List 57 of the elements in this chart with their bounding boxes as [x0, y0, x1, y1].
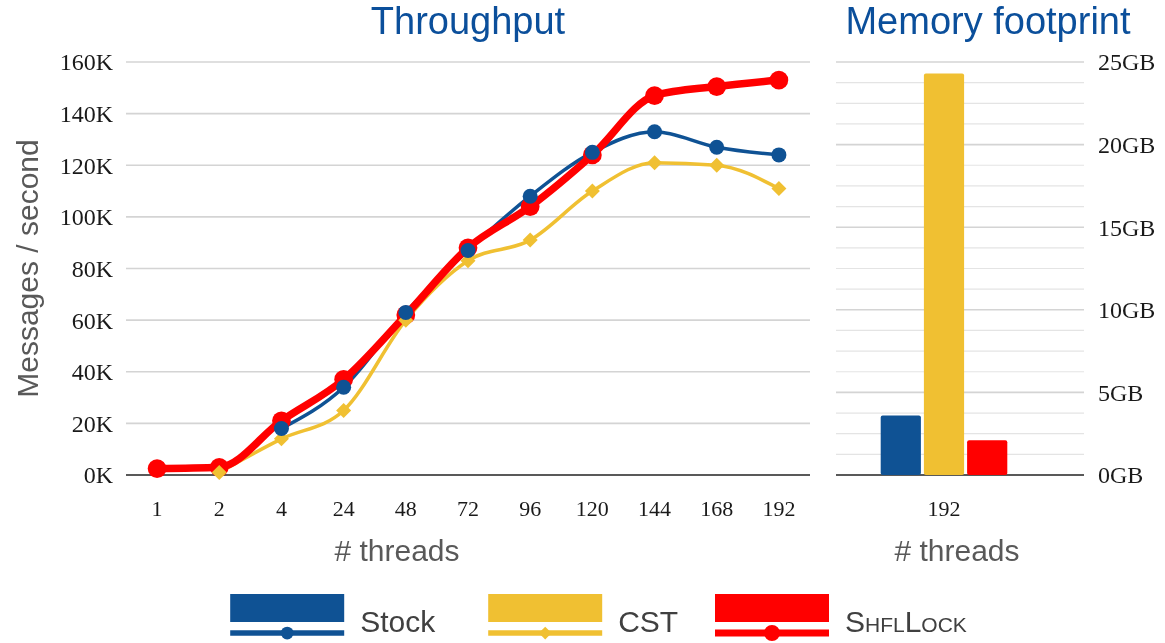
x-tick-label: 2 — [213, 496, 225, 521]
x-tick-label: 4 — [275, 496, 287, 521]
y-tick-label: 120K — [59, 152, 114, 179]
bar — [967, 440, 1008, 475]
point — [707, 77, 727, 96]
x-axis-title: # threads — [334, 534, 460, 567]
y-tick-label: 20GB — [1098, 132, 1156, 158]
x-axis-title: # threads — [894, 534, 1020, 567]
point — [709, 139, 725, 155]
legend-label: Stock — [360, 605, 437, 638]
legend-label: ShflLock — [845, 605, 967, 638]
chart-title: Throughput — [370, 0, 566, 42]
point — [522, 232, 538, 248]
x-tick-label: 168 — [700, 496, 734, 521]
point — [336, 379, 352, 395]
legend-label: CST — [618, 605, 679, 638]
point — [769, 70, 789, 90]
point — [522, 188, 538, 204]
point — [147, 459, 167, 478]
point — [709, 157, 725, 173]
point — [273, 421, 289, 437]
point — [584, 144, 600, 160]
point — [771, 147, 787, 163]
y-tick-label: 15GB — [1098, 214, 1156, 241]
x-tick-label: 24 — [332, 496, 355, 521]
y-tick-label: 5GB — [1098, 379, 1144, 406]
y-tick-label: 140K — [59, 101, 114, 128]
point — [771, 180, 787, 196]
y-tick-label: 0GB — [1098, 462, 1144, 489]
x-tick-label: 144 — [638, 496, 672, 521]
y-tick-label: 25GB — [1098, 49, 1156, 76]
y-tick-label: 10GB — [1098, 297, 1156, 324]
y-tick-label: 0K — [83, 462, 114, 489]
point — [645, 86, 664, 105]
x-tick-label: 72 — [457, 496, 479, 521]
x-tick-label: 192 — [927, 496, 961, 521]
point — [584, 183, 600, 199]
point — [398, 304, 414, 320]
x-tick-label: 1 — [151, 496, 163, 521]
x-tick-label: 120 — [575, 496, 609, 521]
point — [211, 464, 227, 480]
x-tick-label: 192 — [762, 496, 796, 521]
bar — [923, 73, 965, 475]
bar — [880, 415, 921, 475]
y-tick-label: 160K — [59, 49, 114, 76]
x-tick-label: 96 — [519, 496, 542, 521]
point — [647, 124, 663, 140]
y-tick-label: 60K — [71, 307, 114, 334]
y-tick-label: 40K — [71, 359, 114, 386]
y-axis-title: Messages / second — [11, 139, 44, 398]
y-tick-label: 100K — [59, 204, 114, 231]
y-tick-label: 20K — [71, 410, 114, 437]
chart-title: Memory footprint — [845, 0, 1131, 42]
y-tick-label: 80K — [71, 255, 114, 282]
point — [336, 402, 352, 418]
point — [647, 155, 663, 171]
x-tick-label: 48 — [394, 496, 417, 521]
